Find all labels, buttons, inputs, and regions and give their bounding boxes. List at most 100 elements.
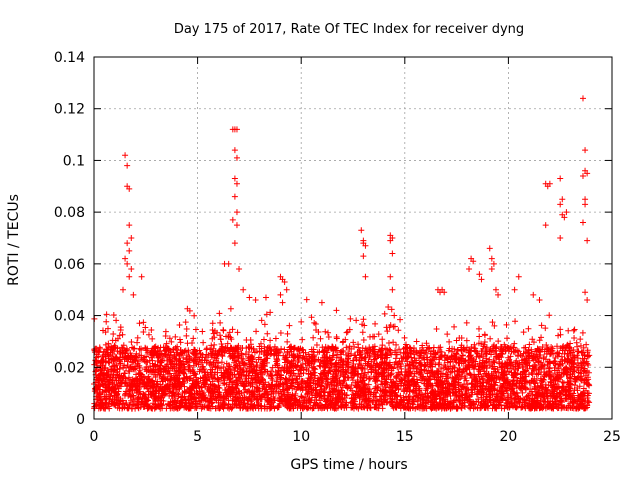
data-point bbox=[220, 326, 227, 333]
data-point bbox=[260, 381, 267, 388]
data-point bbox=[136, 352, 143, 359]
data-point bbox=[461, 358, 468, 365]
data-point bbox=[126, 368, 133, 375]
data-point bbox=[423, 340, 430, 347]
data-point bbox=[374, 377, 381, 384]
data-point bbox=[123, 399, 130, 406]
data-point bbox=[495, 338, 502, 345]
data-point bbox=[172, 333, 179, 340]
data-point bbox=[522, 385, 529, 392]
data-point bbox=[142, 345, 149, 352]
data-point bbox=[359, 321, 366, 328]
data-point bbox=[350, 339, 357, 346]
data-point bbox=[259, 385, 266, 392]
data-point bbox=[113, 392, 120, 399]
data-point bbox=[393, 374, 400, 381]
data-point bbox=[140, 319, 147, 326]
data-point bbox=[265, 344, 272, 351]
data-point bbox=[211, 334, 218, 341]
data-point bbox=[250, 405, 257, 412]
data-point bbox=[120, 364, 127, 371]
data-point bbox=[192, 326, 199, 333]
data-point bbox=[385, 304, 392, 311]
data-point bbox=[149, 335, 156, 342]
data-point bbox=[439, 370, 446, 377]
data-point bbox=[303, 296, 310, 303]
data-point bbox=[512, 318, 519, 325]
data-point bbox=[163, 340, 170, 347]
data-point bbox=[122, 370, 129, 377]
data-point bbox=[521, 344, 528, 351]
data-point bbox=[231, 363, 238, 370]
data-point bbox=[136, 345, 143, 352]
data-point bbox=[144, 359, 151, 366]
data-point bbox=[98, 377, 105, 384]
data-point bbox=[260, 336, 267, 343]
data-point bbox=[220, 364, 227, 371]
data-point bbox=[345, 366, 352, 373]
data-point bbox=[305, 351, 312, 358]
data-point bbox=[308, 314, 315, 321]
data-point bbox=[328, 361, 335, 368]
data-point bbox=[447, 369, 454, 376]
data-point bbox=[483, 355, 490, 362]
data-point bbox=[235, 387, 242, 394]
data-point bbox=[574, 343, 581, 350]
data-point bbox=[570, 368, 577, 375]
data-point bbox=[164, 367, 171, 374]
data-point bbox=[351, 343, 358, 350]
data-point bbox=[344, 374, 351, 381]
data-point bbox=[154, 358, 161, 365]
data-point bbox=[217, 319, 224, 326]
data-point bbox=[238, 366, 245, 373]
data-point bbox=[168, 338, 175, 345]
data-point bbox=[390, 339, 397, 346]
data-point bbox=[103, 311, 110, 318]
data-point bbox=[345, 355, 352, 362]
data-point bbox=[558, 403, 565, 410]
data-point bbox=[337, 349, 344, 356]
data-point bbox=[366, 386, 373, 393]
data-point bbox=[138, 347, 145, 354]
data-point bbox=[387, 376, 394, 383]
data-point bbox=[345, 359, 352, 366]
data-point bbox=[379, 405, 386, 412]
data-point bbox=[119, 331, 126, 338]
data-point bbox=[219, 343, 226, 350]
data-point bbox=[312, 321, 319, 328]
data-point bbox=[145, 331, 152, 338]
data-point bbox=[533, 371, 540, 378]
data-point bbox=[414, 376, 421, 383]
data-point bbox=[476, 368, 483, 375]
data-point bbox=[128, 338, 135, 345]
data-point bbox=[347, 315, 354, 322]
data-point bbox=[226, 363, 233, 370]
data-point bbox=[134, 334, 141, 341]
data-point bbox=[428, 383, 435, 390]
data-point bbox=[176, 336, 183, 343]
data-point bbox=[293, 375, 300, 382]
data-point bbox=[217, 332, 224, 339]
data-point bbox=[585, 398, 592, 405]
data-point bbox=[586, 352, 593, 359]
data-point bbox=[486, 356, 493, 363]
data-point bbox=[272, 335, 279, 342]
data-point bbox=[429, 369, 436, 376]
data-point bbox=[503, 321, 510, 328]
data-point bbox=[485, 359, 492, 366]
data-point bbox=[505, 354, 512, 361]
data-point bbox=[524, 379, 530, 386]
data-point bbox=[521, 401, 528, 408]
data-point bbox=[480, 379, 487, 386]
data-point bbox=[202, 381, 209, 388]
data-point bbox=[346, 343, 353, 350]
data-point bbox=[319, 402, 326, 409]
data-point bbox=[382, 378, 389, 385]
data-point bbox=[190, 335, 197, 342]
data-point bbox=[447, 405, 454, 412]
data-point bbox=[208, 342, 215, 349]
data-point bbox=[557, 331, 564, 338]
data-point bbox=[227, 305, 234, 312]
data-point bbox=[446, 338, 453, 345]
data-point bbox=[348, 404, 355, 411]
